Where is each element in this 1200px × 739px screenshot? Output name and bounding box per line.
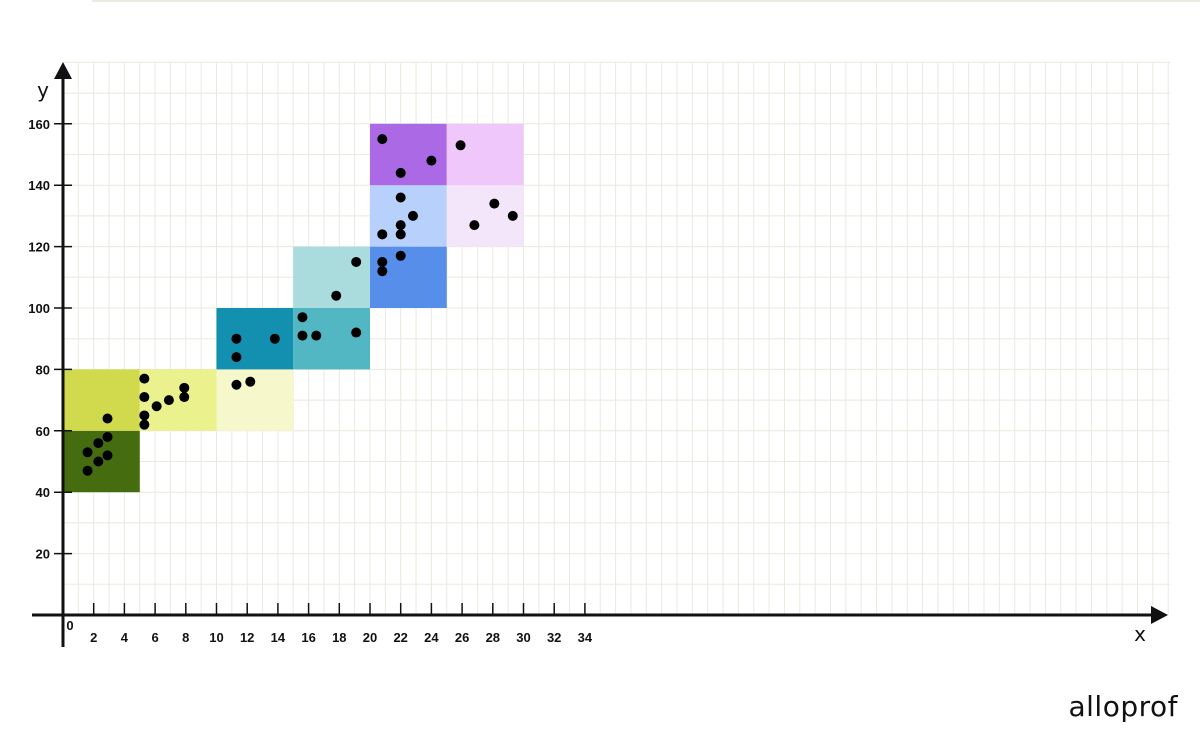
- heat-cell: [293, 246, 370, 308]
- data-point: [245, 376, 256, 387]
- data-point: [351, 327, 362, 338]
- data-point: [102, 413, 113, 424]
- heat-cell: [216, 369, 294, 431]
- data-point: [163, 395, 174, 406]
- x-tick-label: 30: [516, 630, 530, 645]
- data-point: [395, 167, 406, 178]
- data-point: [377, 266, 388, 277]
- data-point: [469, 220, 480, 231]
- y-tick-label: 80: [36, 362, 50, 377]
- x-tick-label: 32: [547, 630, 561, 645]
- tick-labels: 2 4 6 8 10 12 14 16 18 20 22 24 26 28 30 32 342040608010…: [28, 117, 593, 645]
- x-tick-label: 26: [455, 630, 469, 645]
- heat-cell: [63, 369, 140, 431]
- data-point: [139, 410, 150, 421]
- data-point: [297, 312, 308, 323]
- x-tick-label: 24: [424, 630, 439, 645]
- heat-cell: [216, 308, 294, 370]
- data-point: [139, 392, 150, 403]
- y-tick-label: 140: [28, 178, 50, 193]
- data-point: [93, 456, 104, 467]
- axes: [32, 62, 1168, 647]
- data-point: [507, 210, 518, 221]
- x-tick-label: 2: [90, 630, 97, 645]
- x-tick-label: 16: [301, 630, 315, 645]
- data-point: [231, 379, 242, 390]
- x-tick-label: 14: [271, 630, 286, 645]
- y-tick-label: 60: [36, 424, 50, 439]
- y-axis-arrow: [54, 62, 72, 79]
- alloprof-logo: alloprof: [1068, 690, 1178, 723]
- y-tick-label: 100: [28, 301, 50, 316]
- heat-cell: [446, 123, 524, 186]
- heat-cell: [370, 246, 447, 308]
- data-point: [407, 210, 418, 221]
- heat-cell: [370, 123, 447, 186]
- data-point: [351, 256, 362, 267]
- data-point: [395, 220, 406, 231]
- data-point: [377, 229, 388, 240]
- data-point: [395, 192, 406, 203]
- data-point: [269, 333, 280, 344]
- data-point: [377, 256, 388, 267]
- data-point: [102, 450, 113, 461]
- x-tick-label: 18: [332, 630, 346, 645]
- x-tick-label: 4: [121, 630, 129, 645]
- x-tick-label: 28: [486, 630, 500, 645]
- data-point: [139, 419, 150, 430]
- x-tick-label: 12: [240, 630, 254, 645]
- y-tick-label: 120: [28, 240, 50, 255]
- x-tick-label: 22: [393, 630, 407, 645]
- data-points: [82, 134, 518, 476]
- data-point: [489, 198, 500, 209]
- data-point: [395, 250, 406, 261]
- data-point: [455, 140, 466, 151]
- data-point: [179, 382, 190, 393]
- data-point: [231, 333, 242, 344]
- data-point: [331, 290, 342, 301]
- x-axis-label: x: [1134, 622, 1146, 646]
- data-point: [151, 401, 162, 412]
- x-tick-label: 6: [151, 630, 158, 645]
- y-tick-label: 40: [36, 485, 50, 500]
- data-point: [82, 447, 93, 458]
- heat-cell: [139, 369, 217, 431]
- origin-label: 0: [66, 618, 73, 633]
- data-point: [311, 330, 322, 341]
- x-tick-label: 8: [182, 630, 189, 645]
- data-point: [395, 229, 406, 240]
- data-point: [377, 134, 388, 145]
- data-point: [139, 373, 150, 384]
- x-tick-label: 34: [578, 630, 593, 645]
- data-point: [93, 438, 104, 449]
- data-point: [102, 431, 113, 442]
- data-point: [179, 392, 190, 403]
- x-tick-label: 10: [209, 630, 223, 645]
- data-point: [231, 352, 242, 363]
- data-point: [82, 465, 93, 476]
- data-point: [426, 155, 437, 166]
- y-tick-label: 160: [28, 117, 50, 132]
- y-axis-label: y: [37, 78, 49, 102]
- data-point: [297, 330, 308, 341]
- x-axis-arrow: [1151, 606, 1168, 624]
- x-tick-label: 20: [363, 630, 377, 645]
- y-tick-label: 20: [36, 547, 50, 562]
